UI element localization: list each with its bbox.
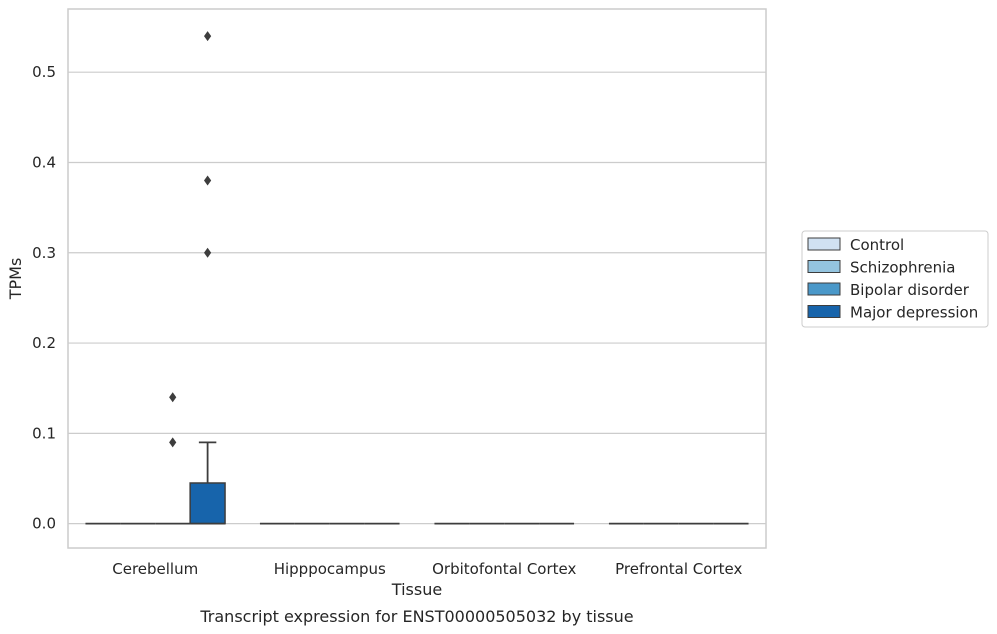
box-bipolar-disorder: [155, 392, 191, 525]
legend: Control Schizophrenia Bipolar disorder Majo…: [801, 230, 989, 328]
x-tick-label: Orbitofontal Cortex: [432, 560, 576, 578]
x-tick-labels: Cerebellum Hipppocampus Orbitofontal Corte…: [112, 560, 742, 578]
y-tick-label: 0.2: [32, 334, 56, 352]
grid-lines: [68, 71, 766, 525]
outlier-point: [169, 392, 177, 403]
y-tick-label: 0.4: [32, 153, 56, 171]
chart-title: Transcript expression for ENST0000050503…: [199, 607, 633, 626]
x-tick-label: Hipppocampus: [274, 560, 386, 578]
x-axis-label: Tissue: [391, 580, 442, 599]
legend-swatch: [807, 305, 841, 318]
box-major-depression: [189, 31, 226, 525]
legend-frame: [801, 230, 989, 328]
box-iqr: [189, 482, 226, 525]
x-tick-label: Prefrontal Cortex: [615, 560, 742, 578]
y-tick-label: 0.5: [32, 63, 56, 81]
legend-swatch: [807, 282, 841, 296]
legend-item-label: Bipolar disorder: [850, 281, 970, 299]
x-tick-label: Cerebellum: [112, 560, 198, 578]
outlier-point: [204, 175, 212, 186]
plot-frame: [67, 8, 767, 549]
outlier-point: [204, 247, 212, 258]
legend-item-label: Major depression: [850, 304, 978, 322]
legend-swatch: [807, 237, 841, 251]
y-tick-label: 0.1: [32, 424, 56, 442]
legend-swatch: [807, 260, 841, 273]
box-groups: [85, 31, 749, 525]
y-tick-label: 0.0: [32, 515, 56, 533]
legend-item-label: Schizophrenia: [850, 259, 955, 277]
y-tick-label: 0.3: [32, 244, 56, 262]
y-tick-labels: 0.0 0.1 0.2 0.3 0.4 0.5: [32, 63, 56, 532]
legend-item-label: Control: [850, 236, 904, 254]
y-axis-label: TPMs: [6, 258, 25, 301]
outlier-point: [204, 31, 212, 42]
outlier-point: [169, 437, 177, 448]
